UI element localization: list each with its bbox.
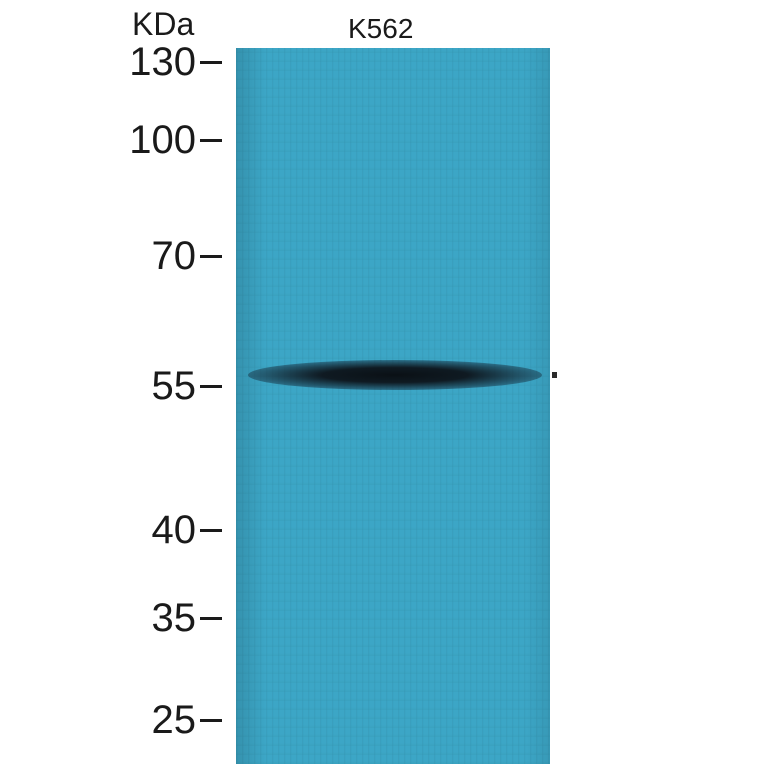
tick-mark-5 [200,617,222,620]
tick-label-1: 100 [0,118,196,163]
tick-mark-6 [200,719,222,722]
tick-mark-2 [200,255,222,258]
blot-band-0 [248,360,542,390]
tick-mark-4 [200,529,222,532]
western-blot-figure: KDa K562 130 100 70 55 40 35 25 [0,0,764,764]
tick-label-6: 25 [0,698,196,743]
tick-mark-1 [200,139,222,142]
tick-label-2: 70 [0,234,196,279]
axis-unit-label: KDa [132,6,194,43]
tick-label-3: 55 [0,364,196,409]
small-mark-0 [552,372,557,378]
lane-background [236,48,550,764]
tick-label-4: 40 [0,508,196,553]
tick-label-0: 130 [0,40,196,85]
tick-mark-3 [200,385,222,388]
tick-mark-0 [200,61,222,64]
tick-label-5: 35 [0,596,196,641]
lane-label: K562 [348,13,413,45]
